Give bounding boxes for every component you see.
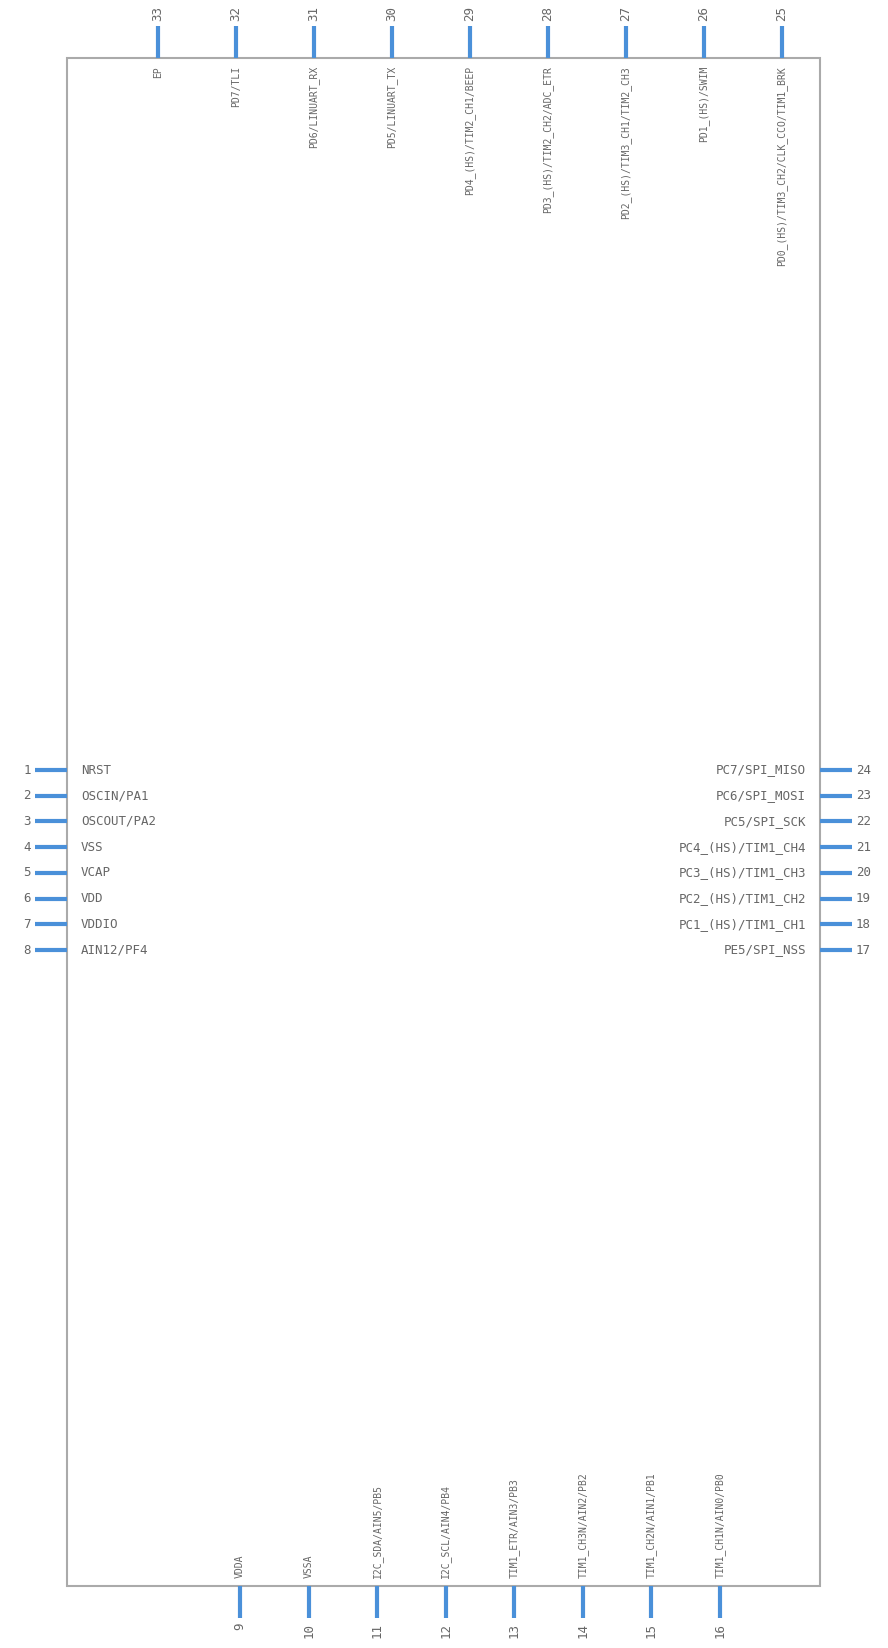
Text: 1: 1 — [23, 763, 31, 776]
Text: 27: 27 — [620, 7, 632, 21]
Text: 20: 20 — [856, 867, 871, 880]
Text: PD0_(HS)/TIM3_CH2/CLK_CCO/TIM1_BRK: PD0_(HS)/TIM3_CH2/CLK_CCO/TIM1_BRK — [776, 66, 788, 265]
Text: 14: 14 — [576, 1623, 590, 1638]
Bar — [67, 58, 820, 1585]
Text: 10: 10 — [302, 1623, 315, 1638]
Text: PE5/SPI_NSS: PE5/SPI_NSS — [724, 944, 806, 956]
Text: 8: 8 — [23, 944, 31, 956]
Text: PC3_(HS)/TIM1_CH3: PC3_(HS)/TIM1_CH3 — [678, 867, 806, 880]
Text: I2C_SCL/AIN4/PB4: I2C_SCL/AIN4/PB4 — [440, 1483, 451, 1579]
Text: VSS: VSS — [81, 840, 104, 854]
Text: 11: 11 — [370, 1623, 384, 1638]
Text: 12: 12 — [440, 1623, 452, 1638]
Text: 21: 21 — [856, 840, 871, 854]
Text: AIN12/PF4: AIN12/PF4 — [81, 944, 148, 956]
Text: 30: 30 — [385, 7, 399, 21]
Text: TIM1_CH1N/AIN0/PB0: TIM1_CH1N/AIN0/PB0 — [715, 1472, 725, 1579]
Text: NRST: NRST — [81, 763, 111, 776]
Text: TIM1_CH3N/AIN2/PB2: TIM1_CH3N/AIN2/PB2 — [577, 1472, 589, 1579]
Text: VDD: VDD — [81, 892, 104, 905]
Text: VDDA: VDDA — [235, 1554, 245, 1579]
Text: 5: 5 — [23, 867, 31, 880]
Text: 25: 25 — [775, 7, 789, 21]
Text: VDDIO: VDDIO — [81, 918, 118, 931]
Text: 24: 24 — [856, 763, 871, 776]
Text: 31: 31 — [307, 7, 321, 21]
Text: 18: 18 — [856, 918, 871, 931]
Text: OSCOUT/PA2: OSCOUT/PA2 — [81, 814, 156, 827]
Text: 13: 13 — [508, 1623, 520, 1638]
Text: 17: 17 — [856, 944, 871, 956]
Text: 7: 7 — [23, 918, 31, 931]
Text: OSCIN/PA1: OSCIN/PA1 — [81, 789, 148, 803]
Text: 22: 22 — [856, 814, 871, 827]
Text: 2: 2 — [23, 789, 31, 803]
Text: PC5/SPI_SCK: PC5/SPI_SCK — [724, 814, 806, 827]
Text: PD4_(HS)/TIM2_CH1/BEEP: PD4_(HS)/TIM2_CH1/BEEP — [464, 66, 475, 194]
Text: 26: 26 — [697, 7, 710, 21]
Text: 32: 32 — [229, 7, 242, 21]
Text: 33: 33 — [152, 7, 164, 21]
Text: 9: 9 — [234, 1623, 247, 1630]
Text: 15: 15 — [645, 1623, 658, 1638]
Text: PC7/SPI_MISO: PC7/SPI_MISO — [716, 763, 806, 776]
Text: PC1_(HS)/TIM1_CH1: PC1_(HS)/TIM1_CH1 — [678, 918, 806, 931]
Text: PD3_(HS)/TIM2_CH2/ADC_ETR: PD3_(HS)/TIM2_CH2/ADC_ETR — [543, 66, 553, 213]
Text: PD6/LINUART_RX: PD6/LINUART_RX — [308, 66, 320, 148]
Text: 6: 6 — [23, 892, 31, 905]
Text: 28: 28 — [542, 7, 554, 21]
Text: PD7/TLI: PD7/TLI — [231, 66, 241, 107]
Text: PC4_(HS)/TIM1_CH4: PC4_(HS)/TIM1_CH4 — [678, 840, 806, 854]
Text: PD5/LINUART_TX: PD5/LINUART_TX — [386, 66, 398, 148]
Text: VSSA: VSSA — [304, 1554, 313, 1579]
Text: TIM1_ETR/AIN3/PB3: TIM1_ETR/AIN3/PB3 — [509, 1478, 519, 1579]
Text: 16: 16 — [713, 1623, 726, 1638]
Text: PC2_(HS)/TIM1_CH2: PC2_(HS)/TIM1_CH2 — [678, 892, 806, 905]
Text: VCAP: VCAP — [81, 867, 111, 880]
Text: 3: 3 — [23, 814, 31, 827]
Text: 23: 23 — [856, 789, 871, 803]
Text: 29: 29 — [464, 7, 477, 21]
Text: PD2_(HS)/TIM3_CH1/TIM2_CH3: PD2_(HS)/TIM3_CH1/TIM2_CH3 — [621, 66, 631, 219]
Text: PD1_(HS)/SWIM: PD1_(HS)/SWIM — [699, 66, 710, 142]
Text: I2C_SDA/AIN5/PB5: I2C_SDA/AIN5/PB5 — [372, 1483, 383, 1579]
Text: PC6/SPI_MOSI: PC6/SPI_MOSI — [716, 789, 806, 803]
Text: 19: 19 — [856, 892, 871, 905]
Text: EP: EP — [153, 66, 163, 77]
Text: TIM1_CH2N/AIN1/PB1: TIM1_CH2N/AIN1/PB1 — [646, 1472, 657, 1579]
Text: 4: 4 — [23, 840, 31, 854]
